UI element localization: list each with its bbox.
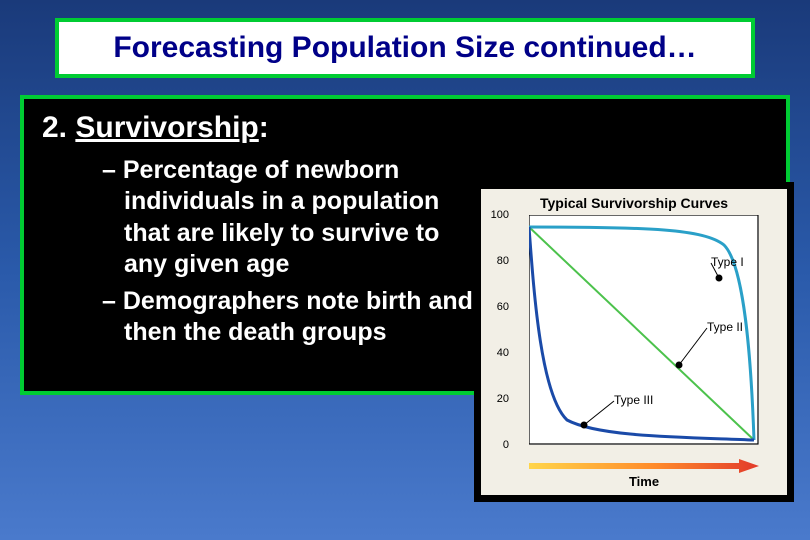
heading-number: 2. [42,111,67,144]
type3-leader [584,401,614,425]
ytick: 60 [497,301,509,313]
page-title: Forecasting Population Size continued… [113,31,696,65]
bullet-text: Percentage of newborn individuals in a p… [123,156,440,278]
section-heading: 2. Survivorship: [42,111,768,145]
heading-colon: : [259,111,269,144]
ytick: 0 [503,439,509,451]
bullet-list: – Percentage of newborn individuals in a… [102,155,482,349]
time-arrow [529,459,759,471]
list-item: – Demographers note birth and then the d… [102,286,482,349]
bullet-text: Demographers note birth and then the dea… [123,287,473,346]
list-item: – Percentage of newborn individuals in a… [102,155,482,280]
ytick: 20 [497,393,509,405]
type2-leader [679,328,707,365]
survivorship-chart: Typical Survivorship Curves Percent of p… [481,189,787,495]
type1-label: Type I [711,255,744,269]
x-axis-label: Time [529,474,759,489]
chart-title: Typical Survivorship Curves [481,195,787,211]
title-box: Forecasting Population Size continued… [55,18,755,78]
plot-area: Type I Type II Type III [529,215,759,445]
type2-label: Type II [707,320,743,334]
ytick: 40 [497,347,509,359]
type3-label: Type III [614,393,653,407]
chart-frame: Typical Survivorship Curves Percent of p… [474,182,794,502]
ytick: 100 [491,209,509,221]
ytick: 80 [497,255,509,267]
heading-term: Survivorship [75,111,258,144]
